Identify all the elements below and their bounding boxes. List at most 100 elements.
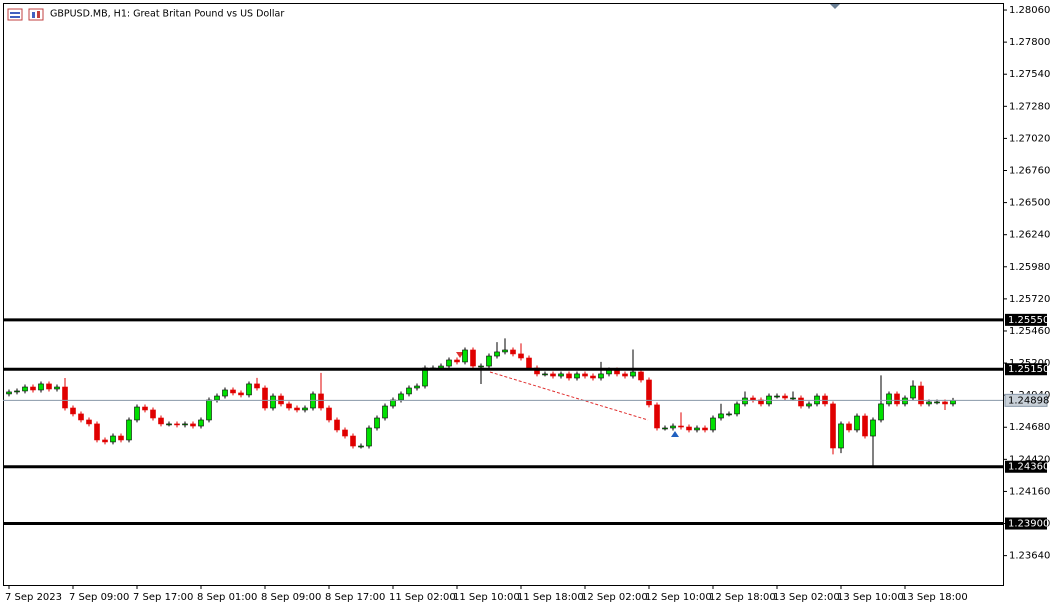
buy-arrow bbox=[671, 431, 679, 437]
icon bbox=[28, 8, 44, 21]
sell-arrow bbox=[456, 352, 464, 358]
candle-body bbox=[158, 417, 164, 425]
candle-body bbox=[774, 395, 780, 398]
candle-body bbox=[590, 375, 596, 379]
candle-body bbox=[918, 385, 924, 405]
candle-body bbox=[582, 373, 588, 377]
candle-body bbox=[30, 386, 36, 391]
header-icons bbox=[7, 8, 44, 21]
icon bbox=[10, 16, 20, 18]
x-tick-label: 13 Sep 18:00 bbox=[901, 592, 968, 603]
candle-body bbox=[126, 419, 132, 441]
candle-body bbox=[38, 383, 44, 391]
candle-body bbox=[22, 386, 28, 392]
candle-body bbox=[886, 393, 892, 405]
y-tick-label: 1.24680 bbox=[1009, 422, 1050, 433]
candle-body bbox=[862, 415, 868, 437]
y-tick-label: 1.27800 bbox=[1009, 37, 1050, 48]
candle-body bbox=[838, 423, 844, 449]
candle-body bbox=[470, 349, 476, 367]
x-tick-label: 12 Sep 10:00 bbox=[645, 592, 712, 603]
candle-body bbox=[734, 403, 740, 415]
candle-body bbox=[486, 355, 492, 367]
candle-body bbox=[750, 397, 756, 401]
candle-body bbox=[686, 426, 692, 431]
candle-body bbox=[230, 389, 236, 394]
candle-body bbox=[878, 403, 884, 421]
candle-body bbox=[782, 395, 788, 399]
candle-body bbox=[798, 397, 804, 407]
icon bbox=[32, 12, 35, 18]
x-tick-label: 8 Sep 17:00 bbox=[325, 592, 385, 603]
candle-body bbox=[646, 379, 652, 406]
candle-body bbox=[166, 423, 172, 426]
level-label: 1.23900 bbox=[1008, 519, 1049, 530]
candle-body bbox=[414, 385, 420, 389]
candle-body bbox=[654, 404, 660, 429]
candle-body bbox=[310, 393, 316, 409]
candle-body bbox=[262, 387, 268, 409]
candle-body bbox=[846, 423, 852, 431]
trend-line bbox=[489, 371, 649, 421]
candle-body bbox=[902, 397, 908, 405]
x-tick-label: 11 Sep 10:00 bbox=[453, 592, 520, 603]
y-tick-label: 1.27020 bbox=[1009, 133, 1050, 144]
candle-body bbox=[198, 419, 204, 427]
candle-body bbox=[174, 423, 180, 426]
candle-body bbox=[382, 405, 388, 419]
candle-body bbox=[670, 425, 676, 429]
level-label: 1.25550 bbox=[1008, 315, 1049, 326]
x-tick-label: 8 Sep 01:00 bbox=[197, 592, 257, 603]
candle-body bbox=[182, 423, 188, 426]
candle-body bbox=[566, 373, 572, 379]
y-tick-label: 1.25720 bbox=[1009, 294, 1050, 305]
x-tick-label: 13 Sep 10:00 bbox=[837, 592, 904, 603]
candle-body bbox=[46, 383, 52, 390]
icon bbox=[10, 12, 20, 14]
candle-body bbox=[894, 393, 900, 405]
y-tick-label: 1.26240 bbox=[1009, 230, 1050, 241]
candle-body bbox=[62, 386, 68, 409]
candle-body bbox=[110, 435, 116, 443]
candle-body bbox=[238, 392, 244, 396]
candle-body bbox=[150, 409, 156, 419]
candle-body bbox=[630, 371, 636, 377]
shift-marker bbox=[830, 4, 840, 9]
level-label: 1.24360 bbox=[1008, 462, 1049, 473]
candle-body bbox=[6, 391, 12, 395]
candle-body bbox=[142, 406, 148, 411]
candle-body bbox=[70, 407, 76, 415]
candle-body bbox=[462, 349, 468, 363]
x-tick-label: 12 Sep 18:00 bbox=[709, 592, 776, 603]
candle-body bbox=[214, 395, 220, 401]
candle-body bbox=[622, 373, 628, 377]
candle-body bbox=[190, 423, 196, 427]
candle-body bbox=[478, 365, 484, 368]
candle-body bbox=[494, 351, 500, 357]
x-tick-label: 8 Sep 09:00 bbox=[261, 592, 321, 603]
level-label: 1.25150 bbox=[1008, 364, 1049, 375]
candle-body bbox=[526, 357, 532, 369]
candle-body bbox=[302, 407, 308, 411]
candle-body bbox=[710, 417, 716, 431]
candle-body bbox=[910, 385, 916, 399]
candle-body bbox=[134, 406, 140, 421]
candle-body bbox=[318, 393, 324, 409]
candle-body bbox=[950, 400, 956, 405]
candle-body bbox=[14, 390, 20, 393]
candle-body bbox=[118, 435, 124, 441]
candle-body bbox=[518, 353, 524, 359]
candle-body bbox=[574, 373, 580, 379]
candle-body bbox=[870, 419, 876, 437]
candle-body bbox=[366, 427, 372, 447]
x-tick-label: 7 Sep 17:00 bbox=[133, 592, 193, 603]
icon bbox=[37, 11, 40, 18]
level-label-box bbox=[1005, 460, 1047, 473]
candle-body bbox=[398, 393, 404, 401]
candle-body bbox=[702, 427, 708, 431]
candle-body bbox=[326, 407, 332, 421]
candle-body bbox=[718, 413, 724, 419]
y-tick-label: 1.25460 bbox=[1009, 326, 1050, 337]
x-tick-label: 7 Sep 2023 bbox=[5, 592, 62, 603]
y-tick-label: 1.27280 bbox=[1009, 101, 1050, 112]
